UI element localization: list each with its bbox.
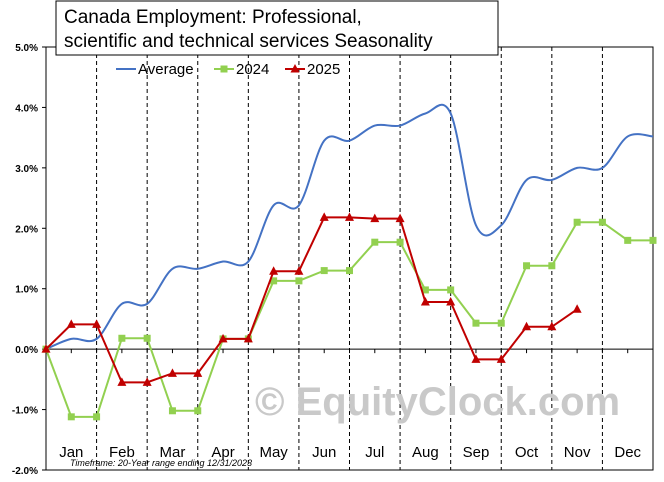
series-point-2024 [523, 262, 531, 270]
watermark-layer: © EquityClock.com [255, 380, 620, 424]
y-tick-label: 4.0% [15, 103, 38, 114]
series-point-2024 [168, 407, 176, 415]
month-label: Jul [365, 444, 384, 461]
month-label: Apr [211, 444, 234, 461]
y-tick-label: 0.0% [15, 345, 38, 356]
series-line-average [45, 103, 654, 351]
series-point-2025 [370, 213, 380, 223]
watermark: © EquityClock.com [255, 380, 620, 424]
series-point-2024 [118, 334, 126, 342]
chart-title-line-2: scientific and technical services Season… [64, 31, 433, 52]
series-point-2025 [522, 321, 532, 331]
series-point-2025 [243, 333, 253, 343]
y-tick-label: 3.0% [15, 164, 38, 175]
month-label: Jan [59, 444, 83, 461]
series-point-2025 [395, 213, 405, 223]
series-point-2025 [167, 368, 177, 377]
series-point-2025 [496, 354, 506, 363]
series-point-2024 [447, 286, 455, 294]
month-label: May [259, 444, 288, 461]
series-point-2025 [218, 333, 228, 343]
series-point-2024 [270, 277, 278, 285]
series-point-2025 [92, 319, 102, 328]
series-point-2025 [547, 321, 557, 331]
series-line-2025 [45, 216, 578, 384]
axis-layer: 5.0% 4.0% 3.0% 2.0% 1.0% 0.0% -1.0% -2.0% Jan Feb… [12, 43, 654, 477]
series-point-2024 [346, 267, 353, 275]
series-point-2025 [269, 266, 279, 275]
series-point-2024 [497, 319, 505, 327]
legend-label-2024: 2024 [236, 61, 269, 78]
series-point-2024 [472, 319, 480, 327]
series-point-2024 [295, 277, 303, 285]
series-point-2025 [471, 354, 481, 363]
month-label: Aug [412, 444, 439, 461]
series-point-2024 [93, 413, 101, 421]
chart-title-line-1: Canada Employment: Professional, [64, 7, 362, 28]
series-point-2025 [446, 297, 456, 306]
month-label: Mar [160, 444, 186, 461]
legend-marker-2025 [290, 64, 300, 73]
series-point-2024 [143, 334, 151, 342]
month-label: Dec [614, 444, 641, 461]
series-point-2025 [420, 297, 430, 306]
grid-layer [96, 47, 603, 470]
series-point-2025 [294, 266, 304, 275]
series-point-2025 [41, 344, 51, 353]
series-point-2025 [66, 319, 76, 328]
y-tick-label: 2.0% [15, 224, 38, 235]
legend-marker-2024 [220, 65, 228, 73]
series-point-2024 [371, 238, 379, 246]
series-point-2024 [548, 262, 556, 270]
month-label: Oct [515, 444, 539, 461]
legend: Average 2024 2025 [116, 61, 340, 78]
y-tick-label: 5.0% [15, 43, 38, 54]
footnote: Timeframe: 20-Year range ending 12/31/20… [70, 458, 252, 468]
series-point-2024 [598, 218, 606, 226]
series-point-2024 [194, 407, 202, 415]
series-point-2024 [649, 236, 657, 244]
series-point-2025 [193, 368, 203, 377]
legend-label-average: Average [138, 61, 194, 78]
series-point-2024 [624, 236, 632, 244]
series-point-2024 [573, 218, 581, 226]
series-point-2024 [396, 238, 404, 246]
month-label: Nov [564, 444, 591, 461]
y-tick-label: -2.0% [12, 466, 38, 477]
series-point-2025 [142, 377, 152, 386]
series-point-2025 [117, 377, 127, 386]
series-point-2025 [345, 212, 354, 221]
series-point-2024 [320, 267, 328, 275]
month-label: Sep [463, 444, 490, 461]
series-point-2025 [572, 304, 582, 313]
series-point-2024 [421, 286, 429, 294]
series-layer [41, 103, 657, 421]
month-label: Feb [109, 444, 135, 461]
series-point-2025 [319, 212, 329, 221]
title-box: Canada Employment: Professional, scienti… [55, 0, 499, 56]
y-tick-label: 1.0% [15, 285, 38, 296]
y-tick-label: -1.0% [12, 406, 38, 417]
month-label: Jun [312, 444, 336, 461]
legend-label-2025: 2025 [307, 61, 340, 78]
series-point-2024 [67, 413, 75, 421]
